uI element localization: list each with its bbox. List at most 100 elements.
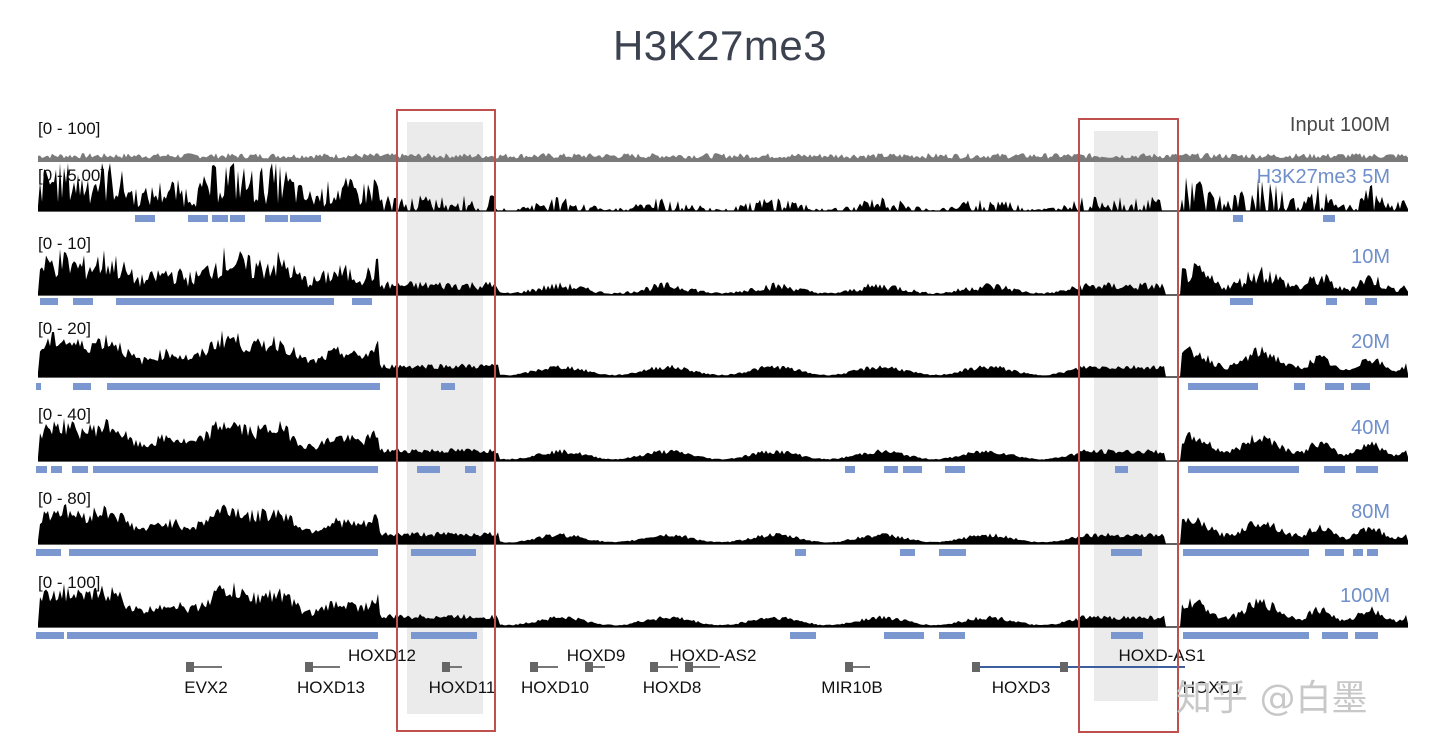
track-name-label: H3K27me3 5M: [1257, 166, 1390, 188]
signal-coverage: [38, 163, 1408, 211]
peak-call: [73, 298, 93, 305]
signal-coverage: [38, 418, 1408, 461]
gene-label: HOXD10: [521, 678, 589, 697]
peak-call: [884, 632, 924, 639]
peak-call: [290, 215, 321, 222]
gene-exon: [186, 662, 194, 672]
track-name-label: 100M: [1340, 585, 1390, 607]
peak-call: [795, 549, 806, 556]
peak-call: [36, 466, 47, 473]
peak-call: [411, 549, 476, 556]
peak-call: [411, 632, 477, 639]
peak-call: [1188, 383, 1258, 390]
gene-label: HOXD9: [567, 646, 626, 665]
highlight-box-right: [1078, 118, 1179, 733]
peak-call: [51, 466, 62, 473]
track-5: [0 - 40] 40M: [36, 405, 1408, 473]
highlight-region-right: [1094, 131, 1158, 701]
peak-call: [230, 215, 245, 222]
gene-exon: [442, 662, 450, 672]
peak-call: [1325, 383, 1344, 390]
peak-call: [1183, 549, 1309, 556]
peak-call: [1230, 298, 1253, 305]
peak-call: [1353, 549, 1363, 556]
peak-call: [939, 632, 965, 639]
peak-call: [465, 466, 476, 473]
peak-call: [790, 632, 816, 639]
peak-call: [1322, 632, 1348, 639]
peak-call: [903, 466, 922, 473]
peak-call: [945, 466, 965, 473]
track-4: [0 - 20] 20M: [36, 319, 1408, 390]
gene-exon: [650, 662, 658, 672]
peak-call: [417, 466, 440, 473]
peak-call: [1233, 215, 1243, 222]
gene-label: HOXD3: [992, 678, 1051, 697]
gene-exon: [585, 662, 593, 672]
peak-call: [1111, 632, 1143, 639]
gene-exon: [845, 662, 853, 672]
peak-call: [1111, 549, 1142, 556]
peak-call: [845, 466, 855, 473]
peak-call: [265, 215, 288, 222]
peak-call: [900, 549, 915, 556]
peak-call: [36, 549, 61, 556]
signal-coverage: [38, 330, 1408, 377]
peak-call: [939, 549, 966, 556]
track-range-label: [0 - 10]: [38, 234, 91, 253]
peak-call: [73, 383, 91, 390]
peak-call: [1115, 466, 1128, 473]
gene-label: HOXD-AS2: [670, 646, 757, 665]
gene-exon: [685, 662, 693, 672]
track-1: [0 - 100] Input 100M: [38, 114, 1408, 162]
peak-call: [67, 632, 378, 639]
peak-call: [1365, 298, 1377, 305]
track-6: [0 - 80] 80M: [36, 489, 1408, 556]
track-range-label: [0 - 20]: [38, 319, 91, 338]
peak-call: [1356, 466, 1378, 473]
track-3: [0 - 10] 10M: [38, 234, 1408, 305]
gene-label: HOXD1: [1183, 678, 1242, 697]
gene-label: EVX2: [184, 678, 227, 697]
gene-label: MIR10B: [821, 678, 882, 697]
gene-label: HOXD13: [297, 678, 365, 697]
peak-call: [1351, 383, 1370, 390]
gene-label: HOXD-AS1: [1119, 646, 1206, 665]
gene-exon: [305, 662, 313, 672]
track-name-label: 40M: [1351, 417, 1390, 439]
gene-label: HOXD11: [429, 678, 496, 697]
peak-call: [1183, 632, 1309, 639]
gene-label: HOXD8: [643, 678, 702, 697]
track-name-label: 20M: [1351, 331, 1390, 353]
peak-call: [352, 298, 372, 305]
track-range-label: [0 - 80]: [38, 489, 91, 508]
peak-call: [1188, 466, 1299, 473]
peak-call: [1324, 466, 1345, 473]
gene-annotation-track: EVX2 HOXD13 HOXD12 HOXD11 HOXD10 HOXD9 HOXD8 HO…: [184, 646, 1241, 697]
signal-coverage: [38, 247, 1408, 295]
track-range-label: [0 - 40]: [38, 405, 91, 424]
peak-call: [93, 466, 378, 473]
highlight-box-left: [396, 109, 496, 732]
signal-coverage: [38, 153, 1408, 161]
peak-call: [1326, 298, 1337, 305]
gene-exon: [972, 662, 980, 672]
gene-exon: [1060, 662, 1068, 672]
signal-coverage: [38, 582, 1408, 627]
signal-coverage: [38, 504, 1408, 544]
peak-call: [1355, 632, 1378, 639]
peak-call: [1325, 549, 1344, 556]
track-name-label: Input 100M: [1290, 114, 1390, 136]
peak-call: [40, 298, 58, 305]
watermark: 知乎 @白墨: [1176, 678, 1367, 719]
track-range-label: [0 - 100]: [38, 119, 100, 138]
peak-call: [188, 215, 208, 222]
peak-call: [107, 383, 380, 390]
peak-call: [1294, 383, 1305, 390]
peak-call: [1367, 549, 1378, 556]
track-name-label: 80M: [1351, 501, 1390, 523]
track-name-label: 10M: [1351, 246, 1390, 268]
peak-call: [1323, 215, 1335, 222]
peak-call: [69, 549, 378, 556]
